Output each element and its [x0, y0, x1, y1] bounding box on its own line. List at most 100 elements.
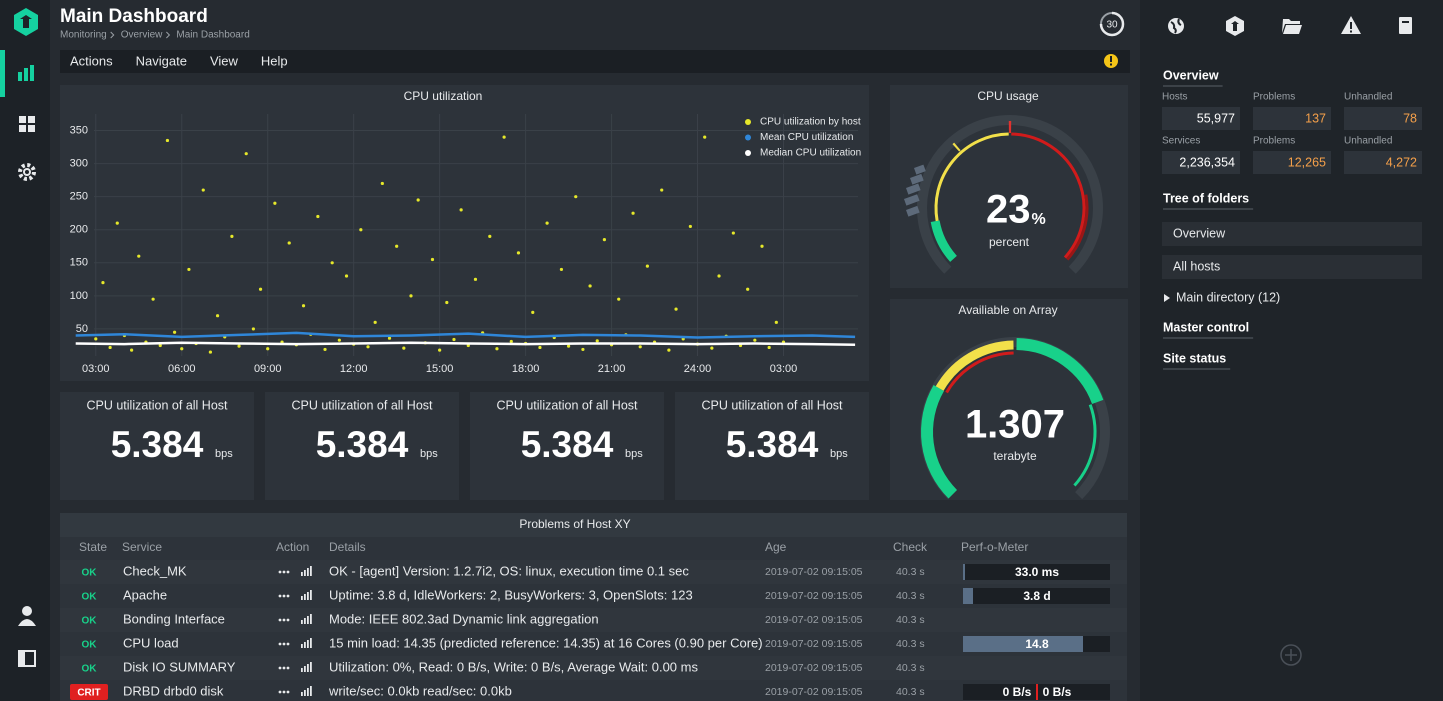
row-actions[interactable] [278, 638, 312, 648]
nav-sidebar-toggle[interactable] [18, 650, 36, 667]
perf-meter-fill [963, 588, 973, 604]
column-header[interactable]: State [79, 540, 107, 554]
stat-box[interactable] [1344, 151, 1422, 174]
stat-value[interactable]: 137 [1305, 111, 1326, 125]
gauge-label: percent [989, 235, 1030, 249]
scatter-point [488, 234, 492, 238]
column-header[interactable]: Perf-o-Meter [961, 540, 1028, 554]
state: OK [82, 640, 98, 651]
folder-item-label[interactable]: All hosts [1173, 259, 1220, 273]
menu-item[interactable]: View [210, 53, 239, 68]
row-actions[interactable] [278, 614, 312, 624]
menu-item[interactable]: Navigate [136, 53, 187, 68]
scatter-point [151, 297, 155, 301]
logo[interactable] [14, 8, 38, 36]
section-title[interactable]: Site status [1163, 351, 1226, 365]
stat-value[interactable]: 4,272 [1386, 155, 1417, 169]
table-row [60, 608, 1127, 632]
scatter-point [760, 244, 764, 248]
service-name[interactable]: CPU load [123, 635, 179, 650]
action-dot [282, 594, 286, 598]
age: 2019-07-02 09:15:05 [765, 590, 863, 602]
graph-icon-bar [304, 570, 306, 576]
y-tick-label: 200 [70, 224, 88, 236]
breadcrumb-item[interactable]: Monitoring [60, 30, 107, 41]
section-title[interactable]: Master control [1163, 320, 1249, 334]
column-header[interactable]: Check [893, 540, 928, 554]
folder-item[interactable] [1162, 222, 1422, 246]
column-header[interactable]: Details [329, 540, 366, 554]
table-row [60, 560, 1127, 584]
book-icon[interactable] [1399, 17, 1412, 34]
scatter-point [137, 254, 141, 258]
gauge-arc [1016, 338, 1104, 405]
refresh-timer[interactable]: 30 [1099, 11, 1125, 37]
details: Utilization: 0%, Read: 0 B/s, Write: 0 B… [329, 659, 698, 674]
problems-icon[interactable] [1341, 16, 1361, 34]
state: OK [82, 568, 98, 579]
kpis: CPU utilization of all Host 5.384 bps CPU u… [60, 392, 869, 500]
action-dot [286, 570, 290, 574]
nav-user-icon[interactable] [18, 606, 36, 626]
column-header[interactable]: Age [765, 540, 787, 554]
folder-item[interactable] [1162, 255, 1422, 279]
gauge-arc [930, 220, 957, 262]
stat-box[interactable] [1344, 107, 1422, 130]
menu-item[interactable]: Help [261, 53, 288, 68]
warning-badge[interactable] [1104, 54, 1118, 68]
scatter-point [531, 310, 535, 314]
folder-directory[interactable]: Main directory (12) [1176, 290, 1280, 304]
perf-value: 0 B/s [1003, 685, 1032, 699]
service-name[interactable]: Apache [123, 587, 167, 602]
nav-setup-icon[interactable] [18, 163, 36, 181]
folder-icon[interactable] [1282, 19, 1302, 34]
state: CRIT [77, 688, 100, 699]
column-header[interactable]: Action [276, 540, 309, 554]
stat-box[interactable] [1253, 151, 1331, 174]
row-actions[interactable] [278, 590, 312, 600]
y-tick-label: 350 [70, 124, 88, 136]
scatter-point [395, 244, 399, 248]
stat-value[interactable]: 12,265 [1288, 155, 1326, 169]
row-actions[interactable] [278, 566, 312, 576]
perf-divider [1036, 684, 1038, 700]
action-dot [278, 570, 282, 574]
menu-item[interactable]: Actions [70, 53, 113, 68]
section-title[interactable]: Tree of folders [1163, 191, 1249, 205]
row-actions[interactable] [278, 662, 312, 672]
kpi-value: 5.384 [726, 424, 819, 465]
age: 2019-07-02 09:15:05 [765, 566, 863, 578]
globe-icon[interactable] [1168, 18, 1184, 34]
service-name[interactable]: DRBD drbd0 disk [123, 683, 224, 698]
breadcrumb-item[interactable]: Main Dashboard [176, 30, 249, 41]
stat-box[interactable] [1253, 107, 1331, 130]
row-actions[interactable] [278, 686, 312, 696]
expand-arrow[interactable] [1164, 294, 1170, 302]
scatter-point [337, 338, 341, 342]
history-bar [910, 173, 924, 185]
breadcrumb-item[interactable]: Overview [121, 30, 163, 41]
table-row [60, 584, 1127, 608]
breadcrumb-separator [110, 31, 115, 39]
stat-value[interactable]: 55,977 [1197, 111, 1235, 125]
stat-box[interactable] [1162, 151, 1240, 174]
stat-value[interactable]: 2,236,354 [1179, 155, 1235, 169]
stat-label: Unhandled [1344, 92, 1392, 103]
series-line [75, 341, 856, 347]
service-name[interactable]: Bonding Interface [123, 611, 225, 626]
stat-box[interactable] [1162, 107, 1240, 130]
add-snapin-button[interactable] [1280, 644, 1302, 666]
section-title[interactable]: Overview [1163, 68, 1219, 82]
nav-monitor-icon[interactable] [18, 65, 34, 81]
kpi-panel [470, 392, 664, 500]
scatter-point [602, 238, 607, 242]
service-name[interactable]: Check_MK [123, 563, 187, 578]
nav-dashboard-icon[interactable] [19, 116, 35, 132]
folder-item-label[interactable]: Overview [1173, 226, 1226, 240]
action-dot [286, 690, 290, 694]
scatter-point [717, 274, 721, 278]
service-name[interactable]: Disk IO SUMMARY [123, 659, 236, 674]
hosts-icon[interactable] [1226, 16, 1244, 36]
column-header[interactable]: Service [122, 540, 162, 554]
stat-value[interactable]: 78 [1403, 111, 1417, 125]
